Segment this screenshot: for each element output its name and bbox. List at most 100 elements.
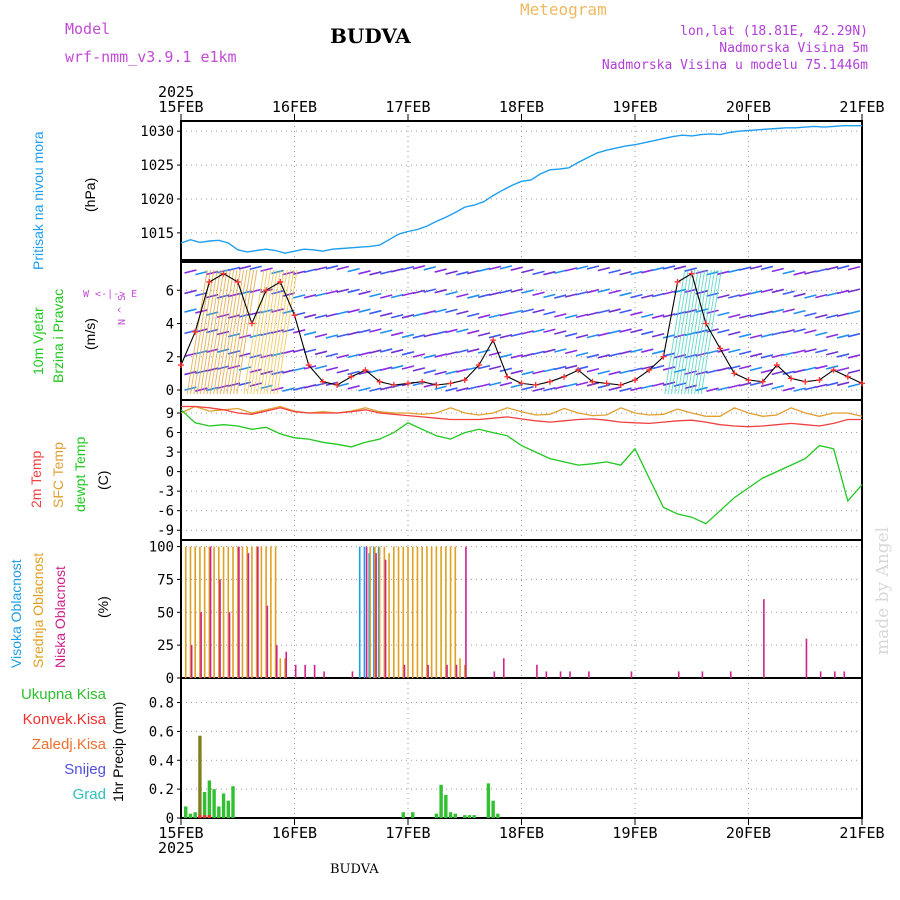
wind-speed-marker [844,373,851,380]
wind-arrow [521,385,534,391]
wind-arrow [760,333,774,338]
y-tick-label: 50 [157,605,174,621]
precip-total-bar [202,792,207,818]
wind-arrow [586,333,600,339]
wind-arrow [477,383,491,388]
wind-arrow [477,364,491,370]
wind-arrow [325,312,339,318]
precip-total-bar [212,789,216,818]
wind-arrow [195,270,208,276]
precip-total-bar [467,815,472,818]
wind-arrow [184,329,197,335]
wind-arrow [564,314,578,319]
wind-speed-marker [589,378,596,385]
wind-arrow [369,328,382,333]
wind-arrow [651,382,665,387]
wind-speed-marker [405,380,411,387]
precip-total-bar [491,800,495,818]
wind-arrow-strong [216,269,238,395]
precip-total-bar [434,813,439,818]
wind-arrow [564,267,578,272]
wind-arrow [836,367,850,372]
wind-arrow [554,313,567,318]
wind-arrow [488,381,502,387]
wind-arrow [771,288,785,294]
wind-arrow [815,348,828,354]
wind-arrow [412,381,426,387]
y-tick-label: 0.6 [149,724,174,740]
wind-arrow [314,333,328,338]
wind-arrow [641,330,654,336]
wind-arrow [575,351,589,357]
y-tick-label: -3 [157,484,174,500]
wind-arrow [847,383,861,388]
wind-arrow [401,365,415,370]
wind-arrow [390,293,404,299]
wind-arrow [608,329,621,335]
wind-speed-marker [334,382,341,389]
wind-arrow [380,348,393,353]
precip-total-bar [448,812,453,818]
wind-arrow [184,352,197,358]
wind-arrow [260,267,273,272]
wind-arrow [282,387,295,392]
precip-total-bar [439,784,443,818]
wind-arrow [749,265,763,270]
wind-arrow [717,311,730,317]
wind-arrow [706,328,719,333]
wind-arrow [347,288,360,294]
wind-arrow [706,292,719,297]
wind-arrow-strong [206,269,228,395]
wind-arrow [532,350,545,356]
wind-arrow [477,293,491,299]
wind-arrow [749,366,763,372]
wind-arrow [641,269,654,274]
wind-arrow [195,291,208,297]
wind-speed-marker [447,380,454,387]
wind-arrow [728,313,741,319]
y-tick-label: 2 [166,350,174,366]
wind-arrow [847,310,861,315]
wind-arrow [630,386,643,392]
y-tick-label: 0 [166,811,174,827]
wind-arrow [597,332,610,337]
wind-arrow [782,308,795,313]
wind-arrow [434,268,447,273]
wind-arrow [336,288,349,294]
wind-arrow-strong [199,269,221,395]
wind-arrow [738,364,752,370]
wind-arrow-strong [243,269,265,395]
wind-arrow [380,312,393,317]
wind-speed-marker [575,367,582,374]
y-tick-label: -9 [157,523,174,539]
wind-arrow [630,328,643,334]
wind-speed-marker [206,278,213,285]
wind-arrow [467,294,480,299]
wind-arrow [358,370,371,376]
wind-arrow [499,353,513,359]
wind-arrow [488,365,502,371]
wind-arrow [554,385,567,390]
wind-arrow [684,267,697,272]
wind-arrow [836,265,850,270]
wind-arrow [325,265,339,270]
wind-speed-marker [220,270,227,277]
wind-arrow [826,333,839,339]
wind-arrow [728,331,741,336]
wind-arrow [749,312,763,318]
wind-arrow [467,269,480,275]
wind-arrow [804,348,817,353]
precip-total-bar [444,794,448,818]
wind-arrow [423,354,436,359]
wind-arrow [749,290,763,295]
wind-speed-marker [263,287,270,294]
wind-arrow [325,352,339,358]
precip-total-bar [496,813,500,818]
wind-arrow [358,308,371,313]
wind-arrow [575,265,589,270]
wind-arrow [227,266,241,272]
wind-arrow [608,269,621,274]
wind-arrow-strong [670,269,692,395]
wind-arrow-strong [276,269,298,395]
wind-arrow [793,309,806,315]
